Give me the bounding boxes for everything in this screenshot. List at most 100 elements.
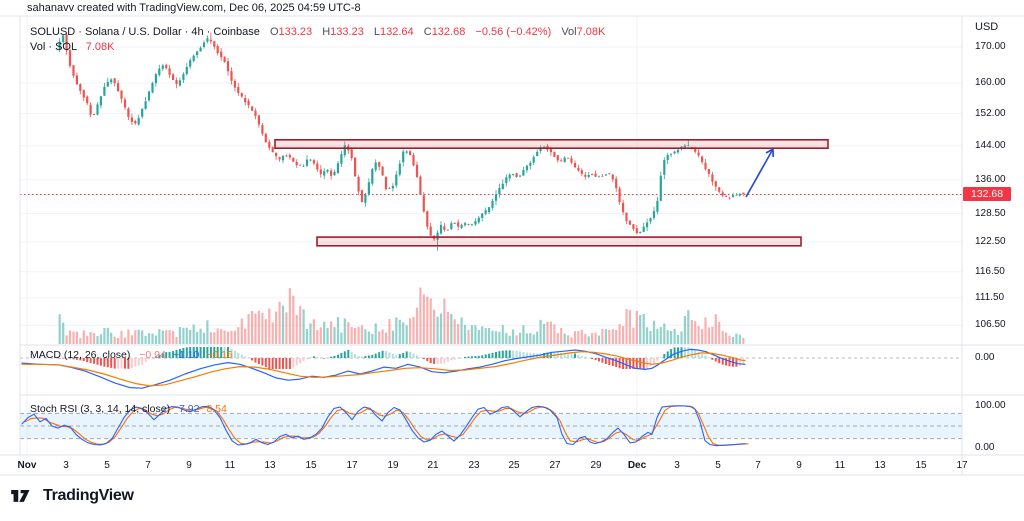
macd-histogram-bar [113, 358, 116, 369]
stoch-rsi-title[interactable]: Stoch RSI (3, 3, 14, 14, close) [30, 403, 171, 415]
time-tick-label: 7 [145, 460, 151, 471]
price-tick-label: 111.50 [975, 292, 1005, 303]
low-value: 132.64 [380, 26, 414, 38]
candle-body [378, 162, 381, 167]
tradingview-logo[interactable]: TradingView [10, 487, 134, 505]
macd-histogram-bar [103, 358, 106, 367]
volume-bar [402, 322, 405, 344]
volume-bar [312, 319, 315, 344]
macd-histogram-bar [446, 358, 449, 362]
volume-bar [649, 331, 652, 344]
macd-histogram-bar [371, 354, 374, 358]
time-axis[interactable]: Nov 3 5 7 9 11 13 15 17 19 21 23 25 27 29 Dec 3 5 7 9 11 13 15… [0, 455, 1024, 475]
macd-histogram-bar [148, 358, 150, 360]
volume-bar [659, 327, 662, 344]
macd-histogram-bar [278, 358, 281, 369]
candle-body [663, 160, 666, 175]
macd-histogram-bar [735, 358, 738, 367]
volume-bar [412, 317, 415, 344]
macd-legend[interactable]: MACD (12, 26, close) −0.94 −1.10 −0.16 [30, 349, 233, 361]
candle-body [731, 195, 735, 197]
candle-body [240, 93, 243, 97]
candle-body [151, 83, 154, 93]
macd-histogram-bar [416, 355, 418, 358]
candle-body [518, 175, 522, 177]
high-value: 133.23 [330, 26, 364, 38]
volume-bar [505, 333, 508, 344]
volume-bar [326, 328, 329, 344]
candle-body [628, 220, 631, 225]
volume-bar [529, 333, 532, 344]
stoch-bottom-label: 0.00 [975, 442, 995, 453]
macd-histogram-bar [632, 358, 635, 369]
volume-bar [580, 329, 583, 344]
candle-body [168, 68, 171, 75]
candle-body [470, 224, 473, 226]
macd-histogram-bar [611, 358, 614, 366]
macd-histogram-bar [251, 358, 254, 361]
candle-body [463, 223, 467, 226]
time-tick-label: 17 [346, 460, 358, 471]
volume-bar [271, 322, 274, 344]
macd-histogram-bar [563, 353, 566, 358]
candle-body [453, 223, 456, 224]
macd-histogram-bar [326, 357, 329, 359]
volume-bar [429, 298, 432, 344]
candle-body [656, 200, 659, 212]
macd-histogram-bar [477, 355, 480, 358]
volume-bar [350, 327, 353, 344]
volume-bar [316, 330, 319, 344]
volume-bar [663, 323, 666, 344]
macd-histogram-bar [508, 350, 511, 358]
symbol-legend[interactable]: SOLUSD · Solana / U.S. Dollar · 4h · Coi… [30, 26, 605, 38]
volume-bar [281, 305, 285, 344]
macd-histogram-bar [168, 351, 171, 358]
candle-body [374, 162, 377, 170]
volume-bar [735, 333, 738, 344]
candle-body [275, 152, 278, 157]
volume-bar [333, 327, 336, 344]
volume-indicator-title[interactable]: Vol · SOL [30, 41, 77, 53]
candle-body [196, 51, 199, 55]
macd-histogram-bar [220, 347, 223, 358]
macd-title[interactable]: MACD (12, 26, close) [30, 349, 131, 361]
trend-arrow[interactable] [745, 148, 774, 198]
volume-bar [426, 296, 429, 344]
candle-body [436, 232, 439, 240]
volume-bar [498, 331, 501, 344]
macd-histogram-bar [570, 353, 573, 358]
macd-histogram-bar [333, 355, 336, 358]
candle-body [563, 157, 566, 162]
volume-bar [302, 309, 305, 344]
macd-histogram-bar [635, 358, 638, 369]
support-zone[interactable] [316, 236, 802, 247]
macd-histogram-bar [618, 358, 621, 369]
macd-histogram-bar [628, 358, 631, 369]
time-tick-label: Nov [17, 460, 37, 471]
time-tick-label: 3 [674, 460, 680, 471]
volume-bar [577, 330, 580, 344]
macd-histogram-bar [666, 351, 669, 358]
price-tick-label: 136.00 [975, 174, 1006, 185]
macd-histogram-bar [725, 358, 728, 366]
macd-histogram-bar [350, 352, 353, 358]
volume-bar [202, 332, 206, 344]
volume-indicator-legend[interactable]: Vol · SOL 7.08K [30, 41, 114, 53]
volume-bar [168, 330, 171, 344]
volume-bar [601, 329, 604, 344]
volume-bar [646, 327, 649, 344]
volume-bar [364, 329, 367, 344]
stoch-rsi-legend[interactable]: Stoch RSI (3, 3, 14, 14, close) 7.92 8.5… [30, 403, 227, 415]
attribution-text: sahanavv created with TradingView.com, D… [27, 2, 361, 14]
price-axis[interactable]: USD 170.00 160.00 152.00 144.00 136.00 128.50… [962, 16, 1024, 475]
volume-bar [525, 333, 528, 344]
macd-histogram-bar [302, 358, 305, 362]
resistance-zone[interactable] [274, 139, 829, 150]
macd-histogram-bar [388, 352, 391, 358]
macd-histogram-bar [374, 353, 377, 358]
candle-body [611, 174, 614, 180]
symbol-title[interactable]: SOLUSD · Solana / U.S. Dollar · 4h · Coi… [30, 26, 260, 38]
macd-histogram-bar [539, 353, 542, 358]
macd-histogram-bar [419, 357, 422, 358]
